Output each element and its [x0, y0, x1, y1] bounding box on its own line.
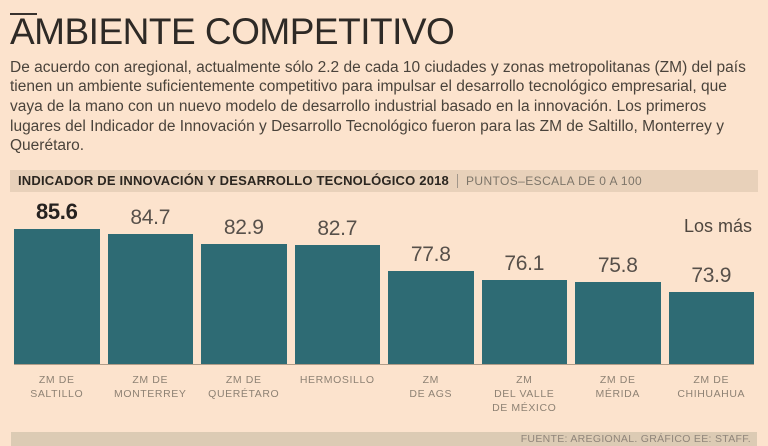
bar-chart: Los más 85.6 84.7 82.9 82.7 77.8 76.1 75.8 73.9… [14, 192, 754, 422]
page-title: AMBIENTE COMPETITIVO [10, 11, 455, 52]
bar [388, 270, 474, 364]
category-label: ZM DE CHIHUAHUA [677, 373, 746, 400]
category-label: HERMOSILLO [299, 373, 375, 386]
bar-value-label: 82.9 [223, 215, 264, 239]
bar-value-label: 76.1 [504, 251, 545, 275]
source-text: FUENTE: AREGIONAL. GRÁFICO EE: STAFF. [520, 432, 751, 445]
chart-units-label: PUNTOS–ESCALA DE 0 A 100 [466, 173, 643, 188]
bar [14, 228, 100, 364]
bar-slot: 77.8 [388, 243, 474, 364]
bar-value-label: 77.8 [410, 242, 451, 266]
bar-slot: 84.7 [107, 205, 193, 364]
bar-slot: 82.7 [294, 216, 380, 364]
bars-row: 85.6 84.7 82.9 82.7 77.8 76.1 75.8 73.9 [14, 192, 754, 365]
category-label: ZM DE SALTILLO [30, 373, 84, 400]
chart-title-band: INDICADOR DE INNOVACIÓN Y DESARROLLO TEC… [10, 169, 758, 192]
bar-slot: 82.9 [201, 216, 287, 364]
bar-value-label: 82.7 [317, 216, 358, 240]
chart-annotation: Los más [683, 215, 752, 236]
bar [481, 279, 567, 364]
category-label: ZM DEL VALLE DE MÉXICO [492, 373, 557, 414]
title-units-divider [457, 173, 458, 188]
category-label: ZM DE MONTERREY [114, 373, 187, 400]
bar-slot: 75.8 [575, 254, 661, 364]
intro-paragraph: De acuerdo con aregional, actualmente só… [10, 58, 746, 155]
category-label: ZM DE AGS [409, 373, 453, 400]
infographic: AMBIENTE COMPETITIVO De acuerdo con areg… [0, 13, 768, 446]
bar-value-label: 75.8 [597, 253, 638, 277]
bar [201, 243, 287, 364]
category-label: ZM DE QUERÉTARO [208, 373, 280, 400]
bar [575, 281, 661, 364]
category-label: ZM DE MÉRIDA [595, 373, 640, 400]
bar [107, 233, 193, 364]
bar [294, 244, 380, 364]
source-band: FUENTE: AREGIONAL. GRÁFICO EE: STAFF. [11, 431, 757, 446]
bar-value-label: 85.6 [35, 198, 78, 224]
bar-value-label: 84.7 [130, 205, 171, 229]
category-labels-row: ZM DE SALTILLO ZM DE MONTERREY ZM DE QUERÉTAR… [14, 373, 754, 422]
bar-slot: 85.6 [14, 199, 100, 364]
bar-slot: 76.1 [481, 251, 567, 364]
bar-value-label: 73.9 [691, 263, 732, 287]
chart-title: INDICADOR DE INNOVACIÓN Y DESARROLLO TEC… [18, 173, 449, 189]
top-edge-mark [10, 13, 37, 15]
bar-slot: 73.9 [668, 263, 754, 364]
bar [668, 291, 754, 364]
